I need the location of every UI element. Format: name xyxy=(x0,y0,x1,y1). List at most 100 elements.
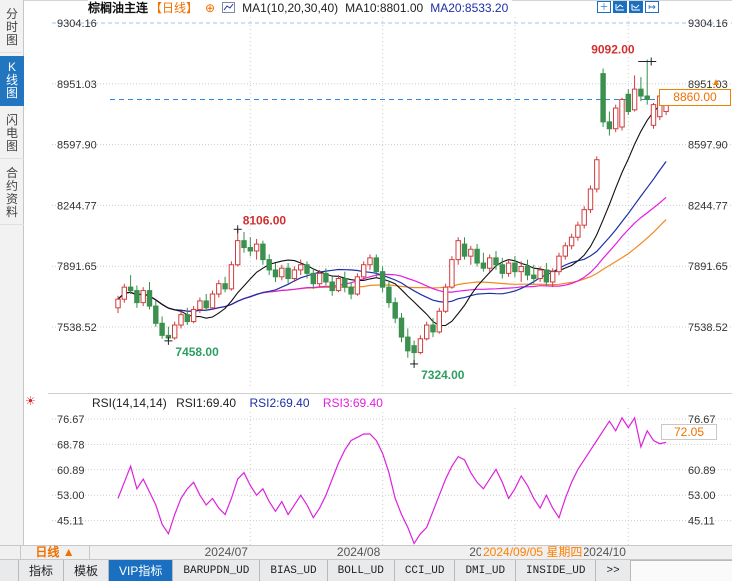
tab-cci-ud[interactable]: CCI_UD xyxy=(395,560,456,581)
tab-bar-spacer xyxy=(630,560,732,581)
candle-body xyxy=(335,278,342,292)
x-axis-month-label: 2024/07 xyxy=(204,545,248,559)
candle-body xyxy=(298,264,304,271)
candle-body xyxy=(285,267,291,280)
tab-dmi-ud[interactable]: DMI_UD xyxy=(455,560,517,581)
candle-body xyxy=(178,314,184,326)
rsi-settings-icon[interactable]: ☀ xyxy=(25,394,36,408)
candle-body xyxy=(487,257,493,269)
candle-body xyxy=(329,281,335,292)
candle-body xyxy=(468,248,474,257)
candle-body xyxy=(543,269,550,283)
candle-body xyxy=(581,209,587,226)
y-axis-label-right: 9304.16 xyxy=(688,18,728,30)
price-up-arrow-icon: ▲ xyxy=(711,77,721,89)
candle-body xyxy=(613,107,619,130)
sidebar-item-flash[interactable]: 闪电图 xyxy=(0,109,24,159)
main-chart[interactable]: 9304.16 9304.16 8951.03 8951.03 8597.90 8597.… xyxy=(48,15,732,391)
rsi-line xyxy=(117,416,667,545)
chart-region: 9304.16 9304.16 8951.03 8951.03 8597.90 8597.… xyxy=(24,0,732,546)
candle-body xyxy=(304,264,310,274)
y-axis-label-left: 8951.03 xyxy=(57,79,97,91)
candle-body xyxy=(203,300,209,309)
candle-body xyxy=(625,93,631,113)
rsi-label-left: 60.89 xyxy=(57,465,85,477)
crosshair-icon[interactable]: ＋ xyxy=(597,1,611,13)
tab-inside-ud[interactable]: INSIDE_UD xyxy=(516,560,597,581)
candle-body xyxy=(184,314,191,323)
sidebar-item-contract[interactable]: 合约资料 xyxy=(0,162,24,225)
candle-body xyxy=(455,240,461,261)
candle-body xyxy=(405,336,411,352)
rsi3-value: RSI3:69.40 xyxy=(322,396,383,410)
instrument-title: 棕榈油主连 xyxy=(88,1,149,15)
exit-fullscreen-icon[interactable]: ↦ xyxy=(645,1,659,13)
candle-body xyxy=(172,324,178,339)
sidebar-item-kline[interactable]: K线图 xyxy=(0,56,24,106)
tab-more-tabs[interactable]: >> xyxy=(596,560,631,581)
candle-body xyxy=(442,286,449,312)
candle-body xyxy=(568,236,575,247)
sidebar-item-timeshare[interactable]: 分时图 xyxy=(0,3,24,53)
candle-body xyxy=(361,264,367,278)
price-annotation: 7458.00 xyxy=(175,345,219,359)
ma20-line xyxy=(117,161,667,312)
tab-boll-ud[interactable]: BOLL_UD xyxy=(328,560,395,581)
candle-body xyxy=(159,322,165,336)
y-axis-label-right: 8244.77 xyxy=(688,200,728,212)
candle-body xyxy=(153,305,159,324)
tab-bias-ud[interactable]: BIAS_UD xyxy=(260,560,328,581)
ma20-value: MA20:8533.20 xyxy=(430,0,509,15)
price-annotation: 7324.00 xyxy=(421,368,465,382)
candle-body xyxy=(354,276,361,295)
candle-body xyxy=(619,98,625,128)
chart-zoom-icon[interactable] xyxy=(613,1,627,13)
candle-body xyxy=(550,271,556,283)
tab-barupdn-ud[interactable]: BARUPDN_UD xyxy=(173,560,261,581)
candle-body xyxy=(241,240,247,249)
candle-body xyxy=(291,269,298,280)
candle-body xyxy=(505,262,512,274)
candle-body xyxy=(367,257,373,266)
rsi-label-right: 76.67 xyxy=(688,414,716,426)
tab-indicator[interactable]: 指标 xyxy=(18,560,65,581)
candle-body xyxy=(228,264,235,290)
candle-body xyxy=(146,290,153,307)
price-annotation: 9092.00 xyxy=(591,43,635,57)
y-axis-label-left: 8244.77 xyxy=(57,200,97,212)
candle-body xyxy=(348,286,354,295)
candle-body xyxy=(499,264,506,274)
candle-body xyxy=(461,243,468,257)
rsi-label-left: 68.78 xyxy=(57,439,85,451)
candle-body xyxy=(253,243,260,252)
period-selector[interactable]: 日线 ▲ xyxy=(20,546,90,559)
candle-body xyxy=(512,262,518,273)
candle-body xyxy=(398,317,405,338)
rsi-chart[interactable]: 76.67 76.67 68.78 60.89 60.89 53.00 53.00 45.11… xyxy=(48,393,732,546)
tab-template[interactable]: 模板 xyxy=(64,560,110,581)
tab-vip-indicator[interactable]: VIP指标 xyxy=(109,560,174,581)
candle-body xyxy=(342,278,348,288)
candle-body xyxy=(417,338,424,354)
chart-compare-icon[interactable] xyxy=(629,1,643,13)
candle-body xyxy=(127,286,134,292)
indicator-tab-bar: 指标 模板 VIP指标 BARUPDN_UD BIAS_UD BOLL_UD CCI_UD D… xyxy=(0,560,732,581)
ma-settings-label: MA1(10,20,30,40) xyxy=(242,0,339,15)
candle-body xyxy=(556,255,562,273)
y-axis-label-left: 9304.16 xyxy=(57,18,97,30)
rsi-label-left: 53.00 xyxy=(57,490,85,502)
candle-body xyxy=(436,310,443,333)
candle-body xyxy=(631,88,638,111)
candle-body xyxy=(373,257,380,273)
candle-body xyxy=(644,95,650,100)
candle-body xyxy=(518,265,524,273)
ma40-line xyxy=(117,219,667,312)
candle-body xyxy=(140,290,146,304)
candle-body xyxy=(279,267,285,278)
add-compare-icon[interactable]: ⊕ xyxy=(205,0,216,15)
x-axis-month-label: 2024/10 xyxy=(582,545,626,559)
candle-body xyxy=(562,245,568,257)
candle-body xyxy=(600,73,606,123)
